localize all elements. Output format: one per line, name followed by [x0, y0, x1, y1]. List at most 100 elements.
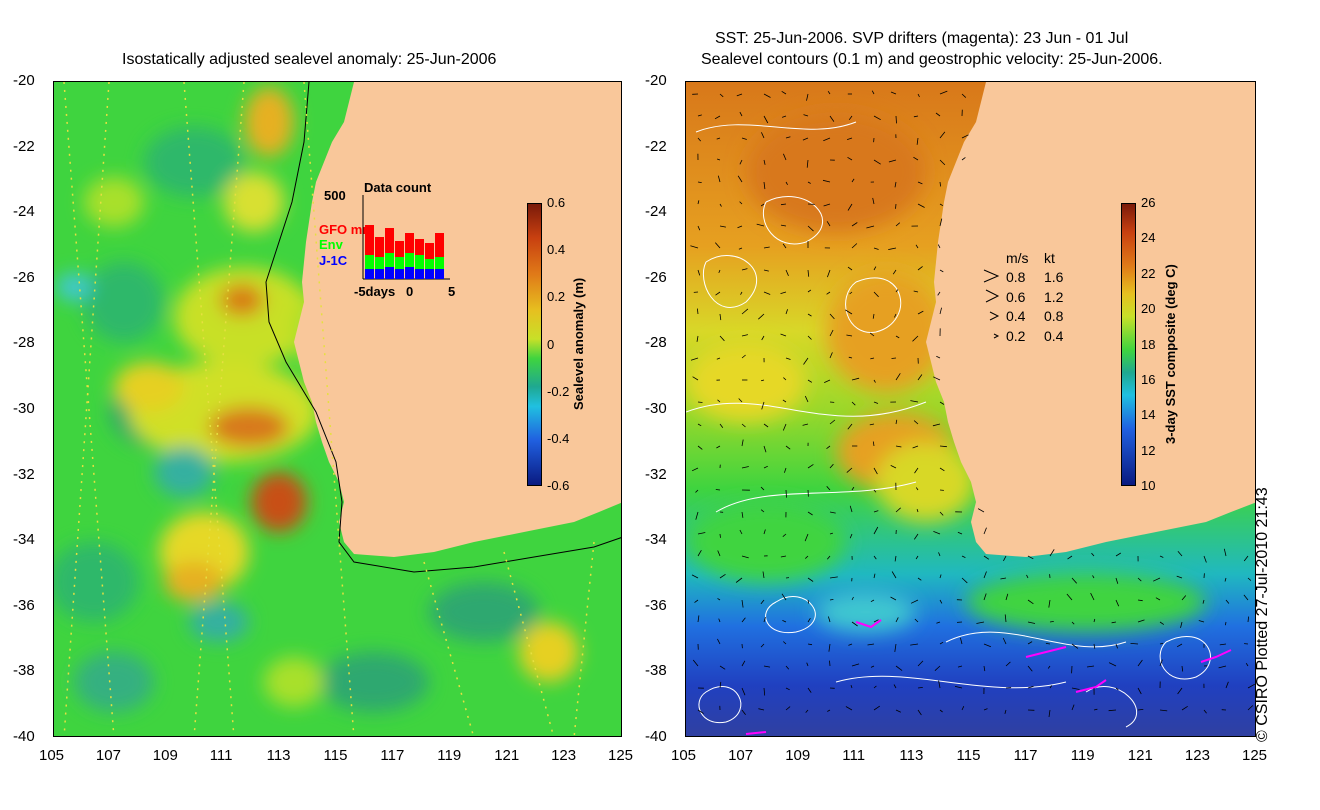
- lon-tick-label: 125: [608, 747, 634, 764]
- velocity-arrow: [719, 423, 724, 428]
- velocity-arrow: [717, 638, 721, 645]
- velocity-arrow: [829, 660, 831, 667]
- velocity-arrow: [1027, 555, 1034, 560]
- velocity-arrow: [804, 395, 809, 403]
- velocity-arrow: [760, 486, 765, 491]
- velocity-arrow: [912, 445, 919, 449]
- data-count-xtick-start: -5days: [354, 284, 396, 299]
- velocity-arrow: [697, 114, 702, 117]
- colorbar-tick-label: 10: [1141, 478, 1156, 493]
- velocity-arrow: [1086, 665, 1095, 668]
- velocity-arrow: [933, 376, 941, 381]
- velocity-arrow: [718, 618, 721, 623]
- velocity-row-1-ms: 0.8: [1006, 269, 1026, 285]
- velocity-arrow: [763, 616, 766, 623]
- velocity-arrow: [1049, 549, 1055, 557]
- velocity-arrow: [1137, 659, 1143, 667]
- velocity-arrow: [873, 510, 879, 513]
- velocity-arrow: [917, 93, 920, 98]
- velocity-arrow: [741, 423, 746, 428]
- velocity-arrow: [760, 379, 765, 382]
- velocity-arrow: [716, 445, 721, 449]
- velocity-arrow: [913, 533, 919, 540]
- velocity-arrow: [1177, 687, 1183, 695]
- velocity-arrow: [741, 334, 748, 337]
- data-count-histogram: [362, 195, 450, 280]
- velocity-arrow: [735, 577, 743, 583]
- velocity-arrow: [851, 596, 854, 601]
- velocity-arrow: [763, 687, 766, 696]
- velocity-arrow: [1027, 641, 1033, 645]
- velocity-arrow: [873, 705, 881, 711]
- velocity-arrow: [916, 137, 919, 145]
- velocity-arrow: [939, 269, 944, 273]
- colorbar-tick-label: 26: [1141, 195, 1156, 210]
- velocity-arrow: [976, 621, 985, 624]
- velocity-arrow: [932, 423, 941, 427]
- velocity-arrow: [827, 90, 831, 95]
- velocity-arrow: [1093, 618, 1096, 623]
- lat-tick-label: -26: [645, 268, 667, 286]
- velocity-arrow: [961, 577, 968, 584]
- velocity-arrow: [1159, 621, 1165, 625]
- velocity-arrow: [917, 181, 923, 185]
- velocity-legend-arrows: [983, 269, 1000, 339]
- velocity-arrow: [895, 445, 902, 448]
- velocity-arrow: [961, 706, 965, 711]
- velocity-arrow: [697, 225, 701, 231]
- velocity-arrow: [695, 489, 699, 493]
- right-map-title-line1: SST: 25-Jun-2006. SVP drifters (magenta)…: [715, 30, 1129, 47]
- velocity-arrow: [939, 90, 948, 95]
- velocity-arrow: [1071, 577, 1077, 584]
- velocity-arrow: [1130, 643, 1139, 645]
- lat-tick-label: -24: [645, 203, 667, 221]
- velocity-arrow: [785, 269, 789, 276]
- velocity-arrow: [939, 181, 941, 187]
- velocity-arrow: [873, 379, 876, 383]
- lat-tick-label: -22: [645, 137, 667, 155]
- legend-gfo: GFO mm: [319, 222, 374, 237]
- velocity-arrow: [785, 665, 790, 670]
- velocity-arrow: [983, 665, 986, 672]
- velocity-arrow: [849, 291, 853, 295]
- velocity-arrow: [1093, 643, 1096, 649]
- velocity-arrow: [1247, 616, 1249, 623]
- velocity-arrow: [1159, 642, 1164, 645]
- velocity-arrow: [760, 203, 765, 207]
- velocity-arrow: [827, 269, 831, 278]
- velocity-arrow: [870, 357, 875, 360]
- velocity-arrow: [888, 247, 897, 250]
- legend-env: Env: [319, 237, 343, 252]
- velocity-arrow: [915, 487, 919, 491]
- velocity-arrow: [1066, 593, 1073, 601]
- velocity-arrow: [1048, 709, 1051, 718]
- velocity-arrow: [873, 555, 877, 560]
- velocity-arrow: [873, 291, 879, 298]
- velocity-arrow: [823, 203, 831, 207]
- lon-tick-label: 119: [1070, 747, 1095, 764]
- velocity-arrow: [983, 571, 987, 579]
- velocity-arrow: [890, 465, 897, 469]
- velocity-arrow: [781, 593, 787, 601]
- velocity-arrow: [851, 178, 855, 183]
- velocity-arrow: [1176, 643, 1183, 648]
- velocity-arrow: [756, 223, 765, 227]
- velocity-legend-header-kt: kt: [1044, 250, 1055, 266]
- velocity-arrow: [1071, 687, 1080, 690]
- velocity-arrow: [1002, 637, 1007, 645]
- velocity-arrow: [892, 269, 897, 275]
- velocity-arrow: [872, 441, 875, 447]
- velocity-arrow: [869, 332, 875, 337]
- velocity-arrow: [1067, 555, 1073, 560]
- velocity-arrow: [802, 137, 809, 141]
- velocity-arrow: [823, 137, 831, 142]
- velocity-arrow: [717, 550, 721, 557]
- sst-colorbar: [1121, 203, 1136, 486]
- velocity-arrow: [914, 467, 919, 474]
- velocity-arrow: [849, 533, 853, 539]
- anomaly-field: [54, 87, 579, 712]
- velocity-arrow: [1108, 709, 1117, 712]
- velocity-arrow: [741, 687, 746, 696]
- velocity-arrow: [961, 93, 967, 98]
- lon-tick-label: 117: [1013, 747, 1038, 764]
